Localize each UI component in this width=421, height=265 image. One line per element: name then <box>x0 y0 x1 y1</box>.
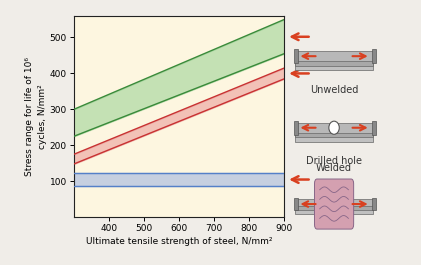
Bar <box>295 203 373 210</box>
Bar <box>372 121 376 135</box>
Bar <box>293 121 298 135</box>
Text: Welded: Welded <box>316 163 352 173</box>
Bar <box>372 49 376 63</box>
Y-axis label: Stress range for life of 10⁶
cycles, N/mm²: Stress range for life of 10⁶ cycles, N/m… <box>25 57 47 176</box>
Bar <box>295 51 373 61</box>
Bar <box>295 199 373 206</box>
Text: Unwelded: Unwelded <box>310 85 358 95</box>
Bar <box>295 123 373 132</box>
Bar <box>293 49 298 63</box>
Bar <box>295 132 373 142</box>
Bar <box>295 128 373 137</box>
FancyBboxPatch shape <box>314 179 354 229</box>
Bar <box>372 198 376 210</box>
Bar <box>295 206 373 214</box>
Text: Drilled hole: Drilled hole <box>306 156 362 166</box>
Ellipse shape <box>329 121 339 134</box>
Bar <box>293 198 298 210</box>
X-axis label: Ultimate tensile strength of steel, N/mm²: Ultimate tensile strength of steel, N/mm… <box>86 237 272 246</box>
Bar <box>295 56 373 66</box>
Bar <box>295 61 373 70</box>
